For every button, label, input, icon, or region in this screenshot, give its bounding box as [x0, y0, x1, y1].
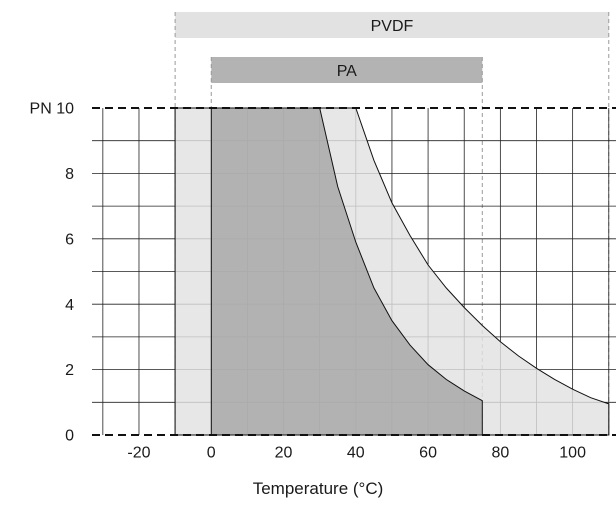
x-tick-label: -20: [127, 445, 150, 462]
range-bar-pvdf: [175, 12, 609, 38]
x-axis-label: Temperature (°C): [253, 479, 384, 498]
y-tick-label: 2: [65, 362, 74, 379]
tick-labels: -20 0 20 40 60 80 100 0 2 4 6 8 PN 10: [30, 101, 587, 462]
x-tick-label: 20: [275, 445, 293, 462]
range-bar-pa: [211, 57, 483, 83]
range-bar-label-pa: PA: [337, 63, 357, 80]
axis-frame: [92, 107, 616, 436]
x-tick-label: 100: [559, 445, 586, 462]
material-areas: [174, 107, 610, 436]
x-tick-label: 80: [491, 445, 509, 462]
x-tick-label: 0: [207, 445, 216, 462]
y-tick-label: 4: [65, 297, 74, 314]
y-tick-label: PN 10: [30, 101, 75, 118]
y-tick-label: 8: [65, 166, 74, 183]
y-tick-label: 0: [65, 428, 74, 445]
y-tick-label: 6: [65, 231, 74, 248]
range-bar-label-pvdf: PVDF: [371, 18, 414, 35]
x-tick-label: 40: [347, 445, 365, 462]
area-pa: [210, 107, 483, 436]
x-tick-label: 60: [419, 445, 437, 462]
